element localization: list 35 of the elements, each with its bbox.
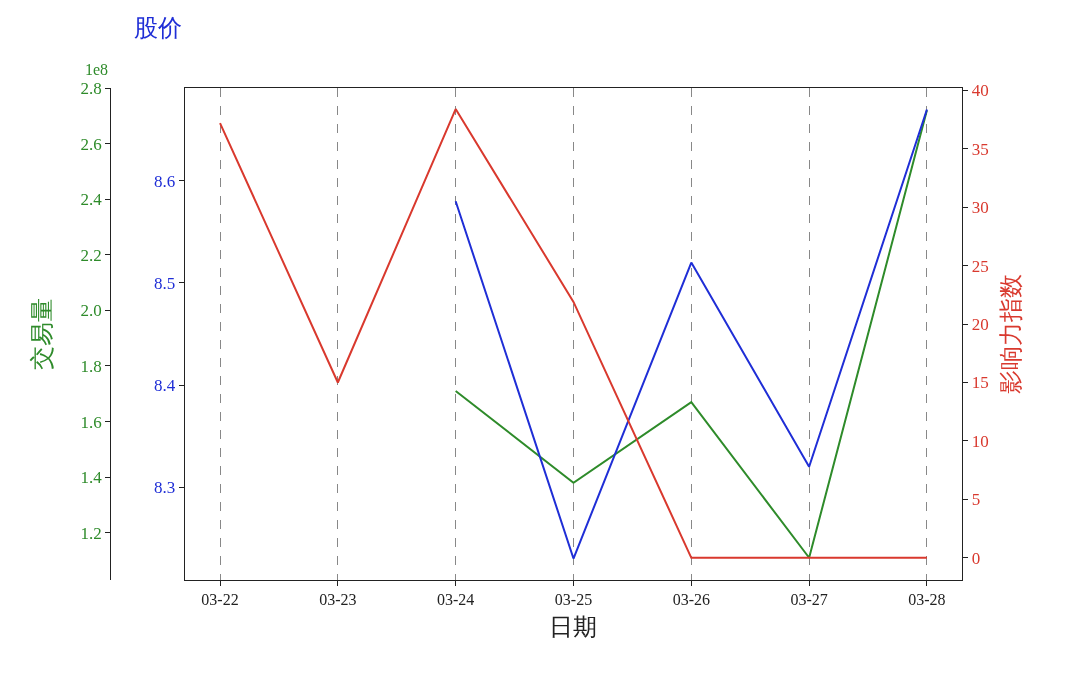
x-tick-label: 03-26: [672, 591, 710, 609]
x-tick-label: 03-24: [437, 591, 475, 609]
y-tick-label: 1.6: [80, 412, 102, 432]
y-tick-label: 1.8: [80, 356, 102, 376]
x-tick-label: 03-27: [790, 591, 828, 609]
y-axis-title: 交易量: [28, 298, 56, 370]
y2-tick-label: 8.6: [154, 171, 176, 191]
y3-tick-label: 10: [971, 431, 989, 451]
y3-tick-label: 20: [971, 315, 989, 335]
y-tick-label: 2.8: [80, 78, 102, 98]
y2-tick-label: 8.4: [154, 375, 176, 395]
y3-axis-title: 影响力指数: [996, 274, 1025, 394]
x-tick-label: 03-23: [319, 591, 357, 609]
y-tick-label: 1.2: [80, 523, 102, 543]
y-tick-label: 2.2: [80, 245, 102, 265]
y2-axis-title: 股价: [134, 14, 182, 42]
y2-tick-label: 8.5: [154, 273, 176, 293]
y3-tick-label: 5: [971, 490, 981, 510]
y3-tick-label: 35: [971, 139, 989, 159]
x-axis-title: 日期: [549, 612, 598, 641]
x-tick-label: 03-25: [554, 591, 593, 609]
text: 1e8: [85, 61, 109, 78]
y3-tick-label: 30: [971, 198, 989, 218]
x-tick-label: 03-28: [908, 591, 946, 609]
y3-tick-label: 40: [971, 81, 989, 101]
y-tick-label: 2.6: [80, 134, 102, 154]
y-tick-label: 1.4: [80, 468, 103, 488]
y-tick-label: 2.0: [80, 301, 102, 321]
line-series: [219, 108, 928, 559]
y2-tick-label: 8.3: [154, 478, 176, 498]
y3-tick-label: 25: [971, 256, 989, 276]
x-tick-label: 03-22: [201, 591, 239, 609]
y-tick-label: 2.4: [80, 190, 103, 210]
y3-tick-label: 0: [971, 548, 981, 568]
y3-tick-label: 15: [971, 373, 989, 393]
